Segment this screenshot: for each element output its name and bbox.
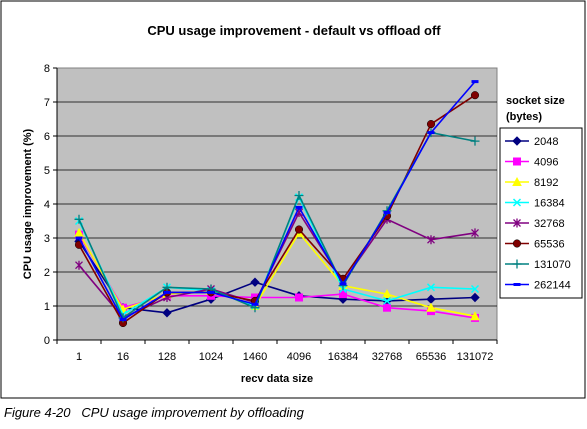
data-point — [471, 80, 479, 84]
legend-label: 8192 — [534, 177, 558, 189]
legend-box — [499, 127, 583, 299]
y-axis: 0 1 2 3 4 5 6 7 8 — [44, 63, 58, 347]
y-tick-label: 7 — [44, 97, 50, 109]
data-point — [382, 296, 392, 305]
legend-entry-4096: 4096 — [505, 157, 558, 169]
legend-title-line-1: socket size — [506, 95, 565, 107]
legend-entry-131070: 131070 — [505, 259, 571, 271]
x-tick-label: 1024 — [199, 351, 223, 363]
chart-title: CPU usage improvement - default vs offlo… — [147, 23, 441, 38]
legend-label: 262144 — [534, 280, 571, 292]
y-axis-title: CPU usage improvement (%) — [22, 128, 34, 279]
legend-label: 65536 — [534, 239, 565, 251]
legend-swatch-marker — [512, 239, 522, 248]
data-point — [427, 235, 435, 245]
data-point — [471, 228, 479, 238]
series-line — [78, 94, 476, 325]
data-point — [251, 302, 259, 306]
legend-swatch-marker — [513, 218, 521, 228]
y-tick-label: 5 — [44, 165, 50, 177]
data-point — [163, 290, 171, 294]
data-point — [339, 282, 347, 286]
data-point — [426, 302, 436, 312]
x-tick-label: 65536 — [416, 351, 447, 363]
legend-label: 2048 — [534, 136, 558, 148]
legend-swatch-marker — [513, 157, 521, 166]
data-point — [75, 260, 83, 270]
legend-entry-262144: 262144 — [505, 280, 571, 292]
data-point — [470, 136, 480, 146]
data-point — [470, 284, 480, 294]
x-tick-label: 131072 — [457, 351, 494, 363]
data-point — [295, 205, 303, 209]
x-tick-label: 16384 — [328, 351, 359, 363]
x-tick-label: 128 — [158, 351, 176, 363]
data-point — [74, 214, 84, 224]
legend: socket size (bytes) 2048 4096 8192 16384 327… — [499, 95, 583, 299]
x-axis: 1 16 128 1024 1460 4096 16384 32768 65536 131072 — [56, 339, 498, 363]
data-point — [470, 311, 480, 321]
legend-label: 32768 — [534, 218, 565, 230]
data-point — [162, 308, 172, 318]
data-point — [470, 292, 480, 303]
figure-caption: Figure 4-20 CPU usage improvement by off… — [4, 405, 304, 420]
y-tick-label: 3 — [44, 233, 50, 245]
legend-entry-65536: 65536 — [505, 239, 565, 251]
y-tick-label: 8 — [44, 63, 50, 75]
y-tick-label: 1 — [44, 301, 50, 313]
data-point — [294, 191, 304, 200]
data-point — [294, 225, 304, 234]
y-tick-label: 6 — [44, 131, 50, 143]
data-point — [295, 293, 303, 302]
data-point — [383, 303, 391, 312]
legend-label: 16384 — [534, 198, 565, 210]
x-tick-label: 1 — [76, 351, 82, 363]
x-tick-label: 16 — [117, 351, 129, 363]
series-layer — [74, 80, 480, 328]
data-point — [74, 227, 84, 237]
x-tick-label: 4096 — [287, 351, 311, 363]
y-tick-label: 2 — [44, 267, 50, 279]
legend-swatch-marker — [512, 176, 522, 186]
legend-swatch-marker — [513, 283, 521, 286]
legend-entry-16384: 16384 — [505, 198, 565, 210]
data-point — [162, 282, 172, 292]
series-line — [78, 240, 476, 314]
y-tick-label: 0 — [44, 335, 50, 347]
data-point — [339, 290, 347, 299]
legend-swatch-marker — [512, 198, 522, 207]
x-axis-title: recv data size — [241, 373, 313, 385]
legend-swatch-marker — [512, 136, 522, 146]
data-point — [426, 120, 436, 129]
legend-label: 131070 — [534, 259, 571, 271]
x-tick-label: 32768 — [372, 351, 403, 363]
legend-entry-8192: 8192 — [505, 176, 558, 189]
data-point — [383, 211, 391, 214]
series-262144 — [75, 80, 479, 322]
gridlines — [57, 101, 497, 307]
data-point — [382, 289, 392, 299]
legend-title-line-2: (bytes) — [506, 111, 542, 123]
data-point — [75, 236, 83, 240]
legend-entry-32768: 32768 — [505, 218, 565, 230]
data-point — [427, 131, 435, 135]
legend-swatch-marker — [512, 259, 522, 269]
data-point — [119, 318, 127, 322]
legend-entry-2048: 2048 — [505, 136, 558, 148]
y-tick-label: 4 — [44, 199, 50, 211]
legend-label: 4096 — [534, 157, 558, 169]
series-line — [78, 81, 476, 321]
x-tick-label: 1460 — [243, 351, 267, 363]
data-point — [470, 91, 480, 100]
data-point — [250, 277, 260, 287]
data-point — [207, 290, 215, 294]
data-point — [426, 283, 436, 292]
